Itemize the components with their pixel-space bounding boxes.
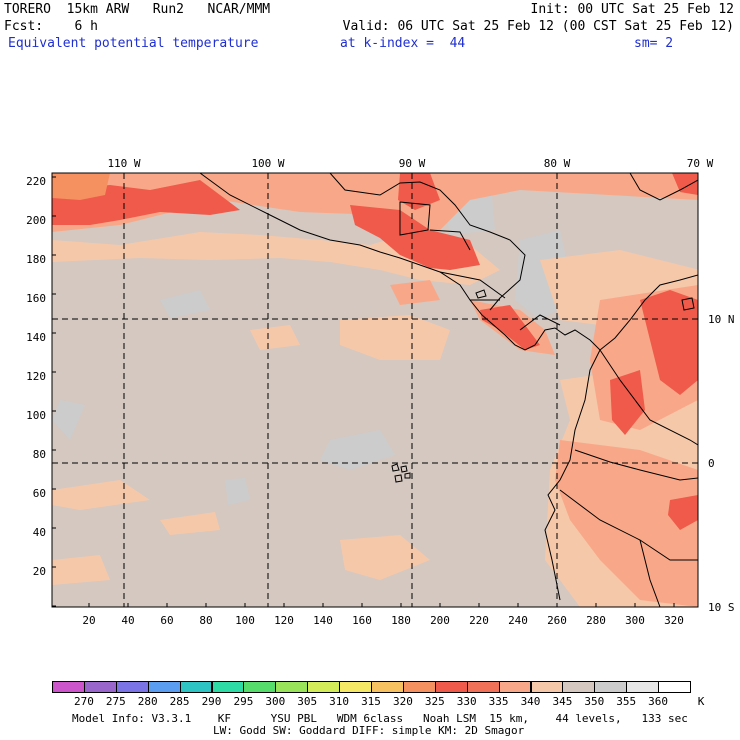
colorbar-swatch [147, 681, 181, 693]
y-tick-label: 200 [26, 214, 46, 227]
colorbar-swatch [594, 681, 628, 693]
lon-label: 100 W [251, 157, 284, 170]
colorbar-swatch [339, 681, 372, 693]
x-tick-label: 200 [430, 614, 450, 627]
y-tick-label: 100 [26, 409, 46, 422]
colorbar-swatch [498, 681, 532, 693]
colorbar-tick-label: 320 [392, 695, 413, 708]
lon-label: 80 W [544, 157, 571, 170]
colorbar-swatch [402, 681, 436, 693]
header-init-time: Init: 00 UTC Sat 25 Feb 12 [530, 2, 735, 17]
colorbar-swatch [179, 681, 213, 693]
x-tick-label: 220 [469, 614, 489, 627]
y-tick-label: 160 [26, 292, 46, 305]
colorbar-tick-label: 270 [73, 695, 94, 708]
colorbar-tick-label: 345 [552, 695, 573, 708]
colorbar-tick-label: 310 [329, 695, 350, 708]
lat-label: 0 [708, 457, 715, 470]
y-tick-label: 40 [33, 526, 46, 539]
lon-label: 70 W [687, 157, 714, 170]
coastlines [199, 173, 698, 607]
y-tick-label: 180 [26, 253, 46, 266]
right-latitude-labels: 10 N 0 10 S [708, 313, 735, 614]
lon-label: 90 W [399, 157, 426, 170]
colorbar-tick-label: 340 [520, 695, 541, 708]
lon-label: 110 W [107, 157, 140, 170]
colorbar-tick-label: 335 [488, 695, 509, 708]
colorbar-tick-label: 350 [584, 695, 605, 708]
x-tick-label: 80 [199, 614, 212, 627]
colorbar-tick-label: 360 [648, 695, 669, 708]
model-info-line2: LW: Godd SW: Goddard DIFF: simple KM: 2D… [213, 724, 525, 737]
top-longitude-labels: 110 W 100 W 90 W 80 W 70 W [107, 157, 713, 170]
colorbar-swatch [434, 681, 468, 693]
colorbar-tick-label: 295 [233, 695, 254, 708]
colorbar-tick-label: 305 [297, 695, 318, 708]
smoothing-info: sm= 2 [634, 36, 674, 51]
field-shading [52, 173, 698, 607]
lat-label: 10 N [708, 313, 735, 326]
x-tick-label: 120 [274, 614, 294, 627]
x-tick-label: 240 [508, 614, 528, 627]
colorbar-tick-label: 300 [265, 695, 286, 708]
colorbar-swatch [83, 681, 117, 693]
level-info: at k-index = 44 [340, 36, 466, 51]
x-tick-label: 20 [82, 614, 95, 627]
lat-label: 10 S [708, 601, 735, 614]
header-valid-time: Valid: 06 UTC Sat 25 Feb 12 (00 CST Sat … [342, 19, 734, 34]
colorbar-swatch [275, 681, 309, 693]
y-tick-label: 60 [33, 487, 46, 500]
map-frame [51, 172, 699, 608]
colorbar-swatch [530, 681, 564, 693]
bottom-grid-index-labels: 20 40 60 80 100 120 140 160 180 200 220 … [82, 614, 684, 627]
model-info-line1: Model Info: V3.3.1 KF YSU PBL WDM 6class… [72, 712, 688, 725]
x-tick-label: 280 [586, 614, 606, 627]
x-tick-label: 180 [391, 614, 411, 627]
colorbar-swatch [52, 681, 85, 693]
colorbar-swatch [243, 681, 277, 693]
colorbar-tick-label: 315 [361, 695, 381, 708]
y-tick-label: 140 [26, 331, 46, 344]
x-tick-label: 320 [664, 614, 684, 627]
x-tick-label: 160 [352, 614, 372, 627]
colorbar-tick-label: 285 [169, 695, 190, 708]
graticule [52, 173, 698, 607]
colorbar-tick-label: 275 [105, 695, 126, 708]
colorbar-tick-label: 330 [456, 695, 477, 708]
colorbar-swatch [658, 681, 691, 693]
x-tick-label: 140 [313, 614, 333, 627]
x-tick-label: 40 [121, 614, 134, 627]
colorbar-swatch [371, 681, 404, 693]
x-tick-label: 300 [625, 614, 645, 627]
y-tick-label: 20 [33, 565, 46, 578]
x-tick-label: 100 [235, 614, 255, 627]
colorbar-swatch [562, 681, 596, 693]
header-forecast-hour: Fcst: 6 h [4, 19, 98, 34]
colorbar-unit: K [697, 695, 705, 708]
colorbar-swatch [626, 681, 660, 693]
x-tick-label: 60 [160, 614, 173, 627]
colorbar-swatch [466, 681, 500, 693]
x-tick-label: 260 [547, 614, 567, 627]
field-name: Equivalent potential temperature [8, 36, 259, 51]
colorbar-swatch [307, 681, 341, 693]
y-tick-label: 120 [26, 370, 46, 383]
colorbar-tick-label: 325 [424, 695, 445, 708]
tick-marks [52, 173, 698, 607]
colorbar-swatch [211, 681, 245, 693]
header-model-title: TORERO 15km ARW Run2 NCAR/MMM [4, 2, 271, 17]
colorbar-tick-label: 290 [201, 695, 222, 708]
y-tick-label: 80 [33, 448, 46, 461]
left-grid-index-labels: 220 200 180 160 140 120 100 80 60 40 20 [26, 175, 46, 578]
y-tick-label: 220 [26, 175, 46, 188]
colorbar-tick-label: 280 [137, 695, 158, 708]
colorbar-swatch [115, 681, 149, 693]
colorbar-tick-label: 355 [616, 695, 637, 708]
